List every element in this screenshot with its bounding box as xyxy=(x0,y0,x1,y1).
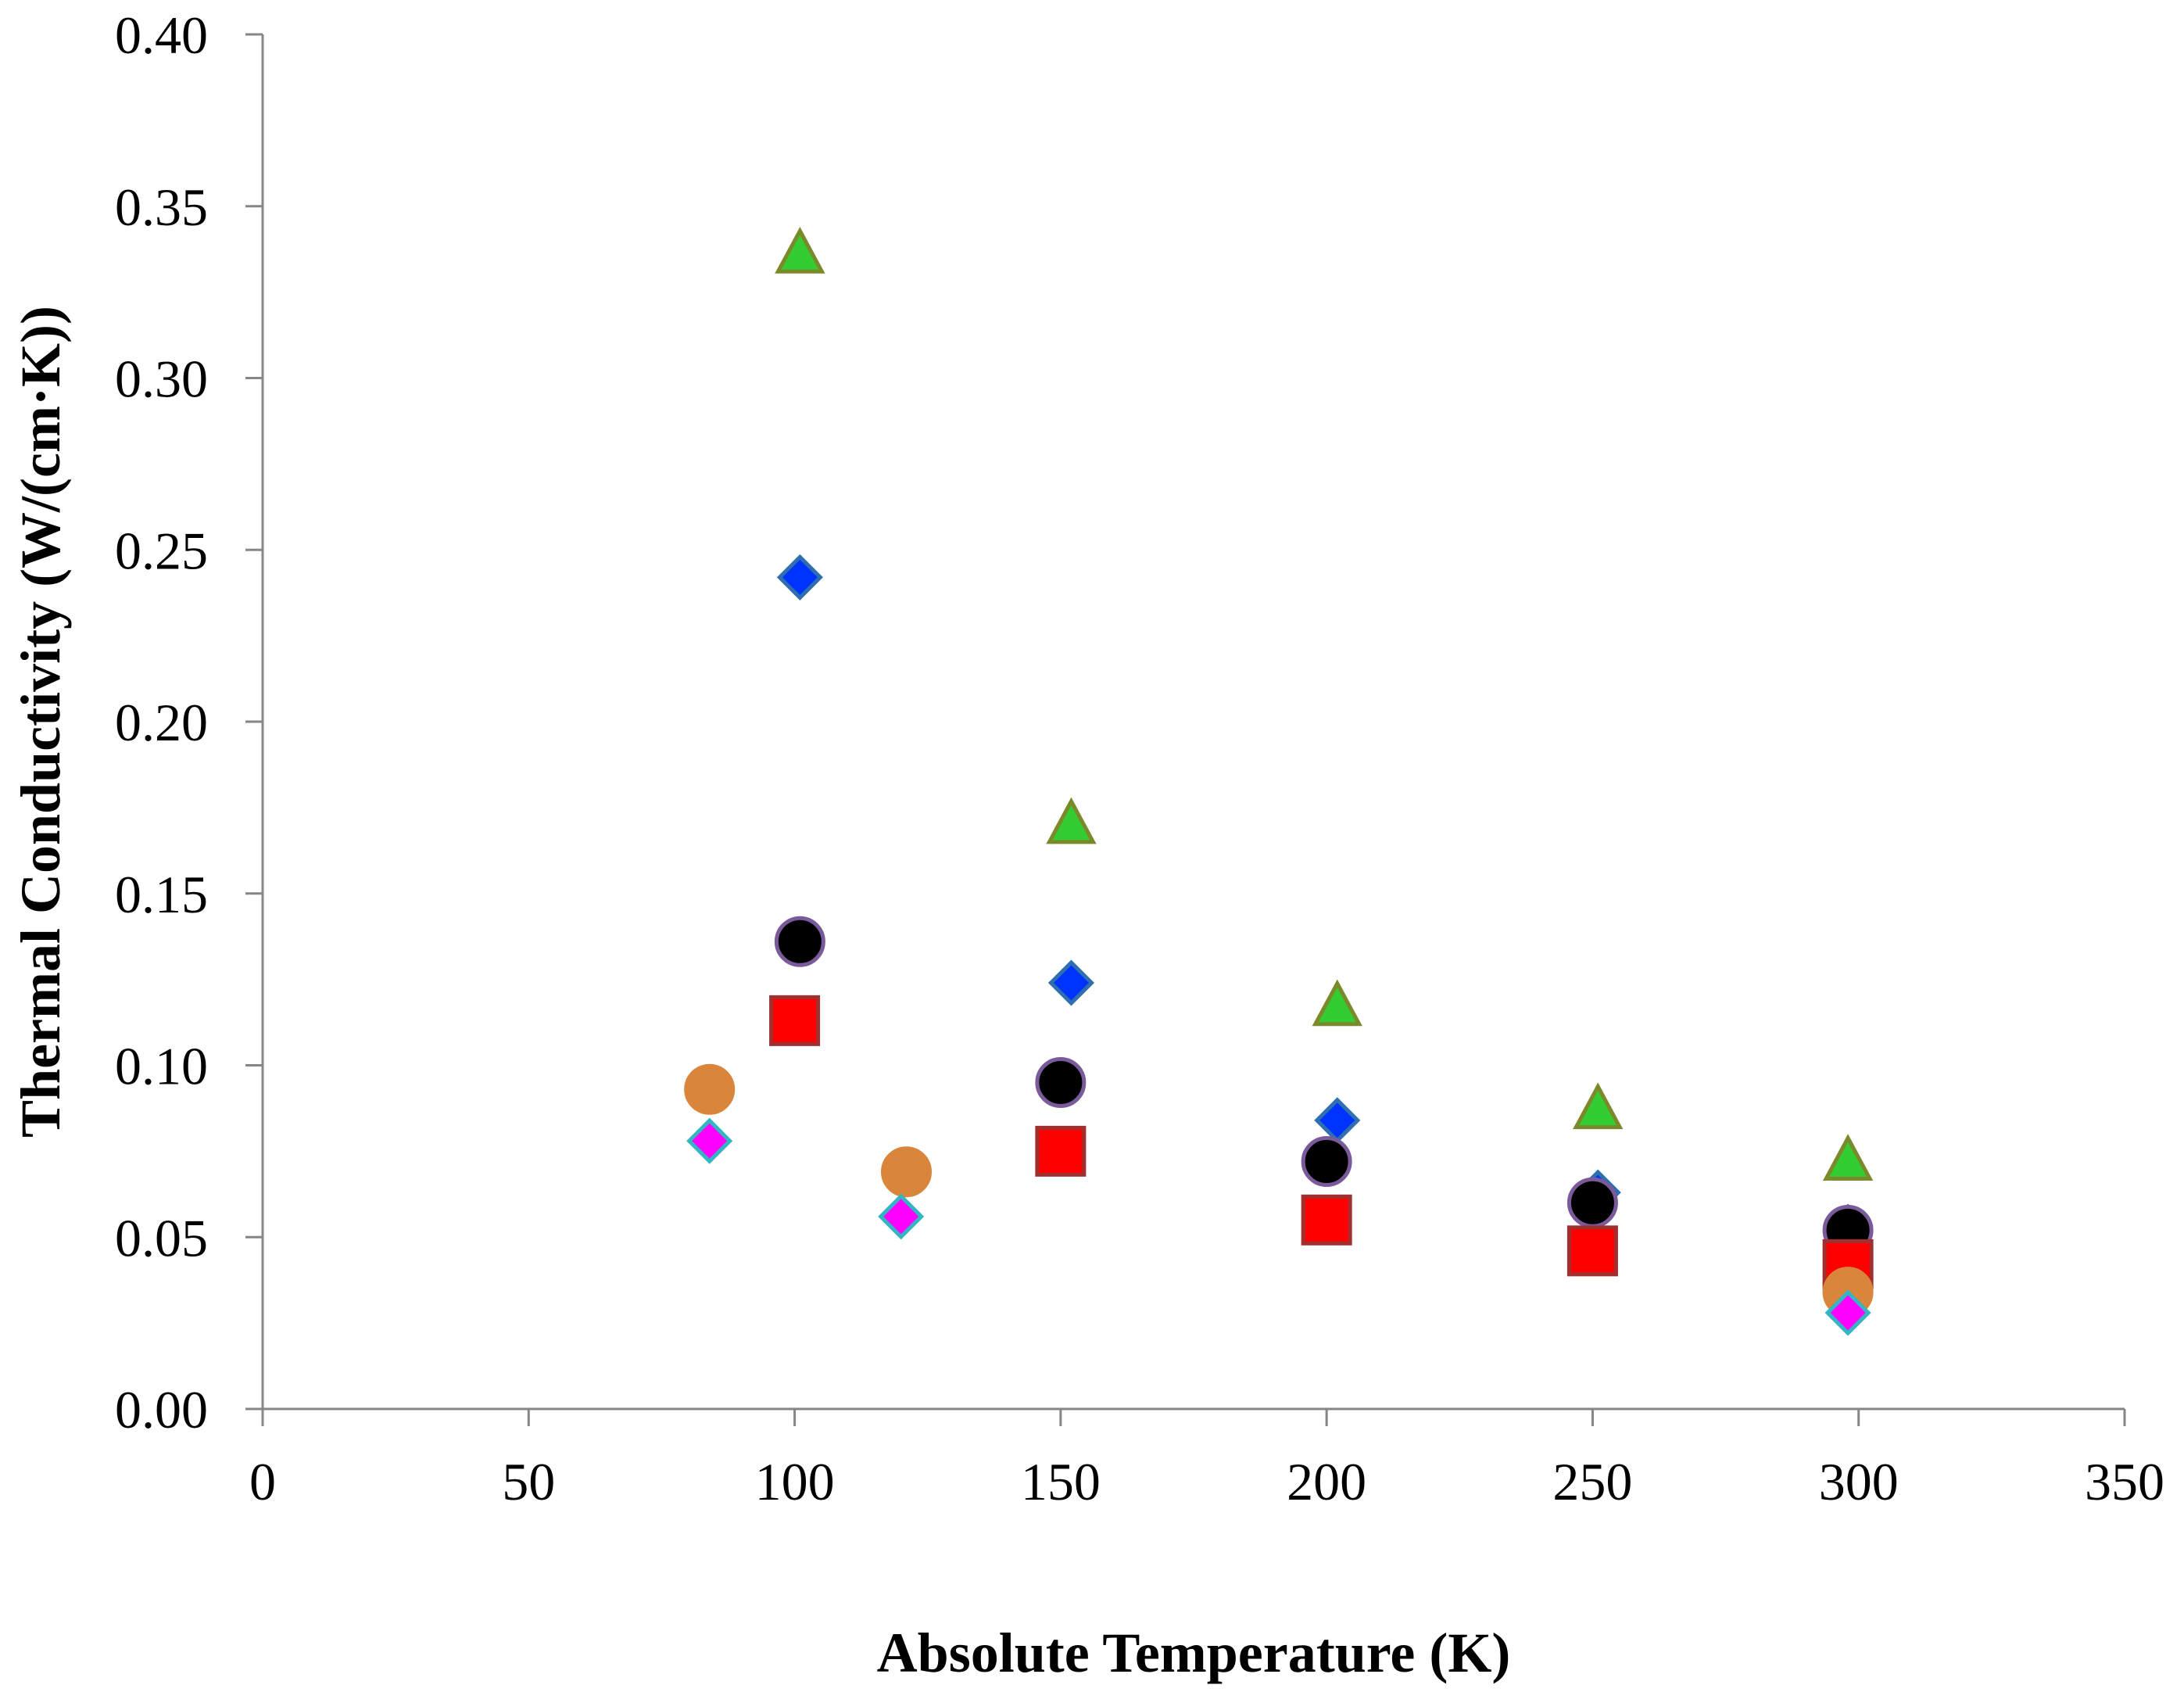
y-tick-label: 0.00 xyxy=(115,1380,208,1439)
y-tick-label: 0.30 xyxy=(115,350,208,409)
x-tick-label: 50 xyxy=(502,1452,555,1511)
data-point-triangle xyxy=(1312,979,1362,1027)
data-point-triangle xyxy=(1822,1134,1874,1181)
y-axis-title: Thermal Conductivity (W/(cm·K)) xyxy=(9,306,72,1138)
y-tick-label: 0.25 xyxy=(115,521,208,580)
x-tick-label: 350 xyxy=(2085,1452,2164,1511)
y-tick-label: 0.15 xyxy=(115,865,208,924)
data-point-square xyxy=(1035,1125,1087,1177)
data-point-triangle xyxy=(775,227,825,274)
data-point-triangle xyxy=(1046,797,1097,844)
y-axis-ticks: 0.00 0.05 0.10 0.15 0.20 0.25 0.30 0.35 0.40 xyxy=(115,5,263,1439)
y-tick-label: 0.10 xyxy=(115,1037,208,1096)
data-point-circle xyxy=(1566,1177,1618,1228)
data-point-square xyxy=(1566,1225,1618,1277)
data-point-diamond xyxy=(1824,1289,1871,1336)
data-point-triangle xyxy=(1573,1082,1624,1130)
data-point-circle xyxy=(880,1146,932,1198)
y-tick-label: 0.05 xyxy=(115,1208,208,1267)
data-point-diamond xyxy=(776,554,823,600)
x-tick-label: 250 xyxy=(1552,1452,1632,1511)
x-axis-ticks: 0 50 100 150 200 250 300 350 xyxy=(249,1409,2164,1511)
data-point-circle xyxy=(1301,1136,1352,1188)
data-point-diamond xyxy=(878,1193,925,1240)
data-point-circle xyxy=(1035,1056,1087,1108)
data-point-square xyxy=(1301,1194,1352,1246)
data-point-circle xyxy=(774,916,825,967)
y-tick-label: 0.35 xyxy=(115,177,208,237)
y-tick-label: 0.20 xyxy=(115,693,208,752)
data-point-circle xyxy=(684,1063,736,1115)
data-point-diamond xyxy=(1314,1097,1361,1144)
x-tick-label: 150 xyxy=(1021,1452,1101,1511)
x-axis-title: Absolute Temperature (K) xyxy=(877,1622,1511,1684)
data-points xyxy=(684,227,1874,1336)
data-point-square xyxy=(769,995,821,1046)
x-tick-label: 0 xyxy=(249,1452,276,1511)
data-point-diamond xyxy=(1047,959,1095,1006)
data-point-diamond xyxy=(686,1117,733,1164)
axes xyxy=(261,34,2125,1411)
x-tick-label: 100 xyxy=(755,1452,835,1511)
x-tick-label: 300 xyxy=(1819,1452,1899,1511)
x-tick-label: 200 xyxy=(1287,1452,1366,1511)
y-tick-label: 0.40 xyxy=(115,5,208,65)
